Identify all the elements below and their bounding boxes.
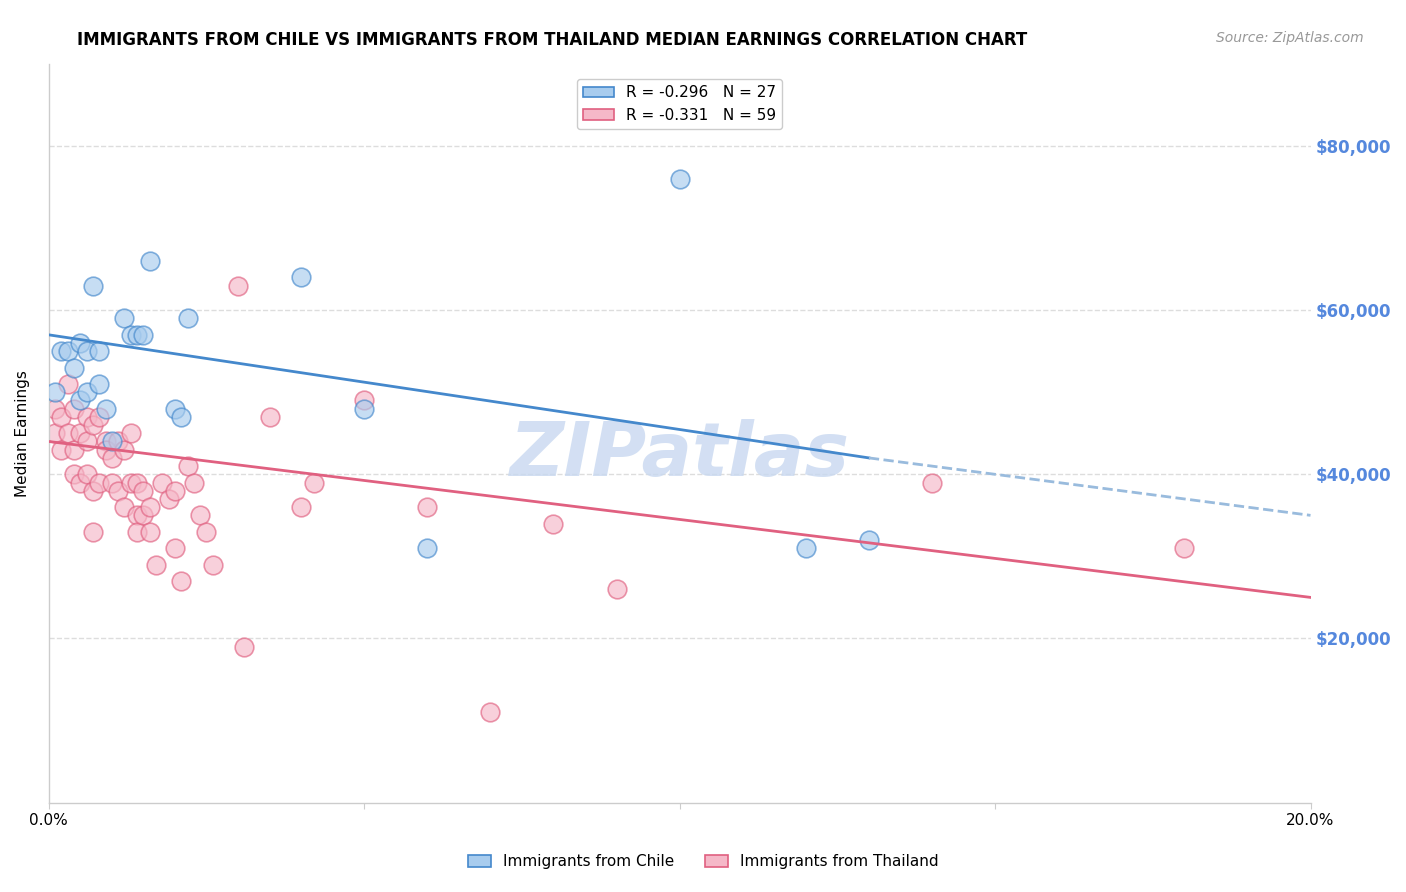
Point	[668, 172, 690, 186]
Point	[89, 409, 111, 424]
Point	[157, 491, 180, 506]
Point	[125, 508, 148, 523]
Point	[233, 640, 256, 654]
Point	[82, 483, 104, 498]
Point	[69, 393, 91, 408]
Point	[125, 524, 148, 539]
Point	[188, 508, 211, 523]
Point	[51, 409, 73, 424]
Point	[76, 385, 98, 400]
Point	[163, 401, 186, 416]
Point	[132, 483, 155, 498]
Point	[101, 475, 124, 490]
Point	[63, 401, 86, 416]
Point	[44, 385, 66, 400]
Point	[145, 558, 167, 572]
Point	[176, 459, 198, 474]
Point	[114, 442, 136, 457]
Legend: R = -0.296   N = 27, R = -0.331   N = 59: R = -0.296 N = 27, R = -0.331 N = 59	[576, 79, 782, 129]
Point	[606, 582, 628, 597]
Point	[76, 434, 98, 449]
Point	[543, 516, 565, 531]
Point	[76, 467, 98, 482]
Point	[183, 475, 205, 490]
Point	[259, 409, 281, 424]
Point	[63, 467, 86, 482]
Point	[69, 475, 91, 490]
Point	[170, 574, 193, 588]
Point	[94, 401, 117, 416]
Point	[63, 360, 86, 375]
Point	[76, 409, 98, 424]
Point	[107, 483, 129, 498]
Point	[82, 418, 104, 433]
Point	[132, 508, 155, 523]
Point	[63, 442, 86, 457]
Text: ZIPatlas: ZIPatlas	[509, 419, 849, 492]
Point	[76, 344, 98, 359]
Point	[114, 311, 136, 326]
Point	[858, 533, 880, 547]
Point	[44, 401, 66, 416]
Point	[56, 426, 79, 441]
Point	[195, 524, 218, 539]
Point	[353, 401, 375, 416]
Point	[89, 377, 111, 392]
Point	[94, 434, 117, 449]
Point	[353, 393, 375, 408]
Point	[1173, 541, 1195, 556]
Point	[94, 442, 117, 457]
Point	[56, 377, 79, 392]
Text: IMMIGRANTS FROM CHILE VS IMMIGRANTS FROM THAILAND MEDIAN EARNINGS CORRELATION CH: IMMIGRANTS FROM CHILE VS IMMIGRANTS FROM…	[77, 31, 1028, 49]
Point	[120, 426, 142, 441]
Point	[89, 344, 111, 359]
Point	[114, 500, 136, 515]
Point	[163, 483, 186, 498]
Point	[51, 442, 73, 457]
Y-axis label: Median Earnings: Median Earnings	[15, 370, 30, 497]
Point	[138, 500, 160, 515]
Point	[82, 278, 104, 293]
Point	[138, 524, 160, 539]
Point	[82, 524, 104, 539]
Point	[479, 706, 502, 720]
Point	[150, 475, 173, 490]
Point	[302, 475, 325, 490]
Point	[101, 450, 124, 465]
Point	[44, 426, 66, 441]
Point	[89, 475, 111, 490]
Point	[107, 434, 129, 449]
Point	[56, 344, 79, 359]
Point	[416, 500, 439, 515]
Point	[176, 311, 198, 326]
Point	[101, 434, 124, 449]
Point	[163, 541, 186, 556]
Point	[125, 327, 148, 342]
Point	[51, 344, 73, 359]
Point	[138, 254, 160, 268]
Point	[201, 558, 224, 572]
Point	[120, 475, 142, 490]
Point	[125, 475, 148, 490]
Legend: Immigrants from Chile, Immigrants from Thailand: Immigrants from Chile, Immigrants from T…	[461, 848, 945, 875]
Point	[170, 409, 193, 424]
Point	[794, 541, 817, 556]
Point	[290, 500, 312, 515]
Text: Source: ZipAtlas.com: Source: ZipAtlas.com	[1216, 31, 1364, 45]
Point	[120, 327, 142, 342]
Point	[132, 327, 155, 342]
Point	[69, 336, 91, 351]
Point	[69, 426, 91, 441]
Point	[290, 270, 312, 285]
Point	[416, 541, 439, 556]
Point	[226, 278, 249, 293]
Point	[921, 475, 943, 490]
